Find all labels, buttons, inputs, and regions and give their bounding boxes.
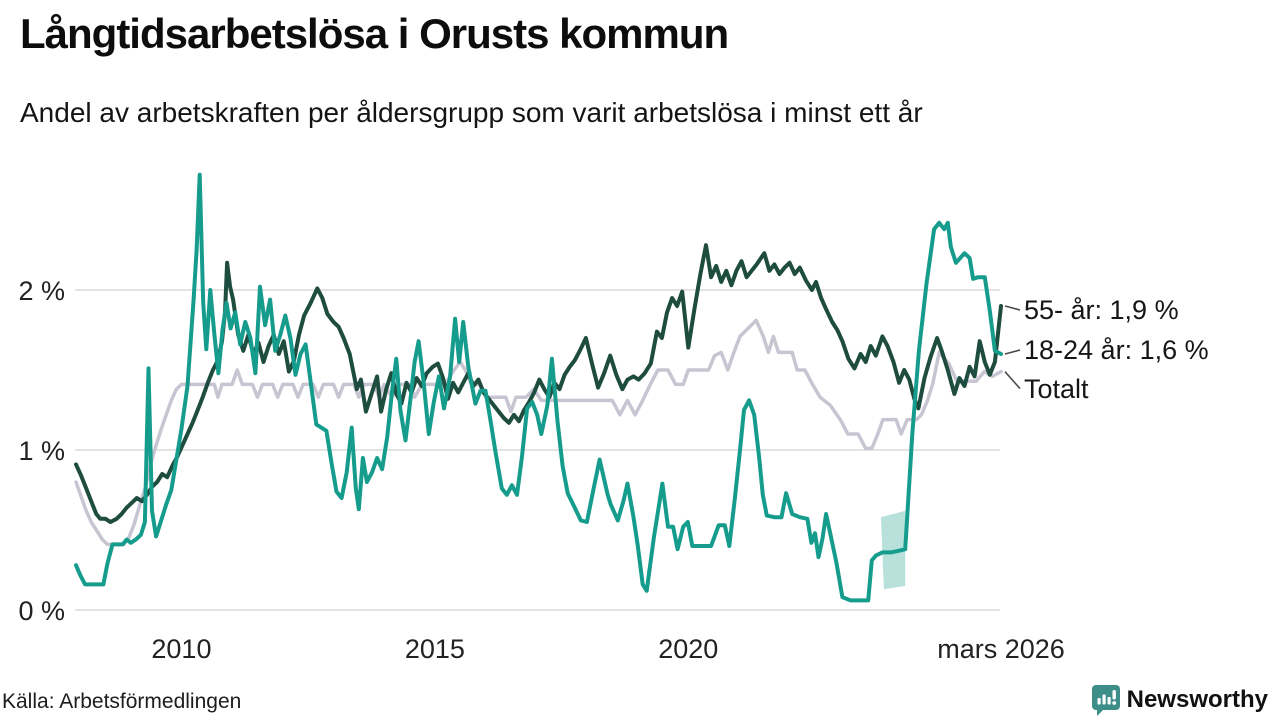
y-tick-label: 1 %	[18, 436, 65, 466]
bar-chart-speech-bubble-icon	[1091, 685, 1120, 716]
y-axis-labels: 0 % 1 % 2 %	[18, 276, 65, 626]
annotation-connector	[1004, 349, 1021, 355]
page-subtitle: Andel av arbetskraften per åldersgrupp s…	[20, 97, 923, 128]
annotation-18-24: 18-24 år: 1,6 %	[1024, 335, 1209, 365]
annotation-connectors	[1004, 305, 1021, 390]
annotation-55-plus: 55- år: 1,9 %	[1024, 295, 1179, 325]
x-tick-label: 2015	[405, 634, 465, 664]
x-tick-label: 2020	[658, 634, 718, 664]
y-tick-label: 2 %	[18, 276, 65, 306]
y-tick-label: 0 %	[18, 596, 65, 626]
x-tick-label: mars 2026	[937, 634, 1065, 664]
x-tick-label: 2010	[151, 634, 211, 664]
page-title: Långtidsarbetslösa i Orusts kommun	[20, 10, 729, 57]
x-axis-labels: 2010 2015 2020 mars 2026	[151, 634, 1064, 664]
brand-logo: Newsworthy	[1091, 684, 1268, 716]
series-line-18-24	[74, 172, 1003, 603]
annotation-totalt: Totalt	[1024, 373, 1089, 404]
annotation-connector	[1004, 305, 1021, 311]
annotation-connector	[1004, 371, 1021, 390]
source-note: Källa: Arbetsförmedlingen	[2, 690, 242, 713]
brand-name: Newsworthy	[1126, 686, 1268, 713]
